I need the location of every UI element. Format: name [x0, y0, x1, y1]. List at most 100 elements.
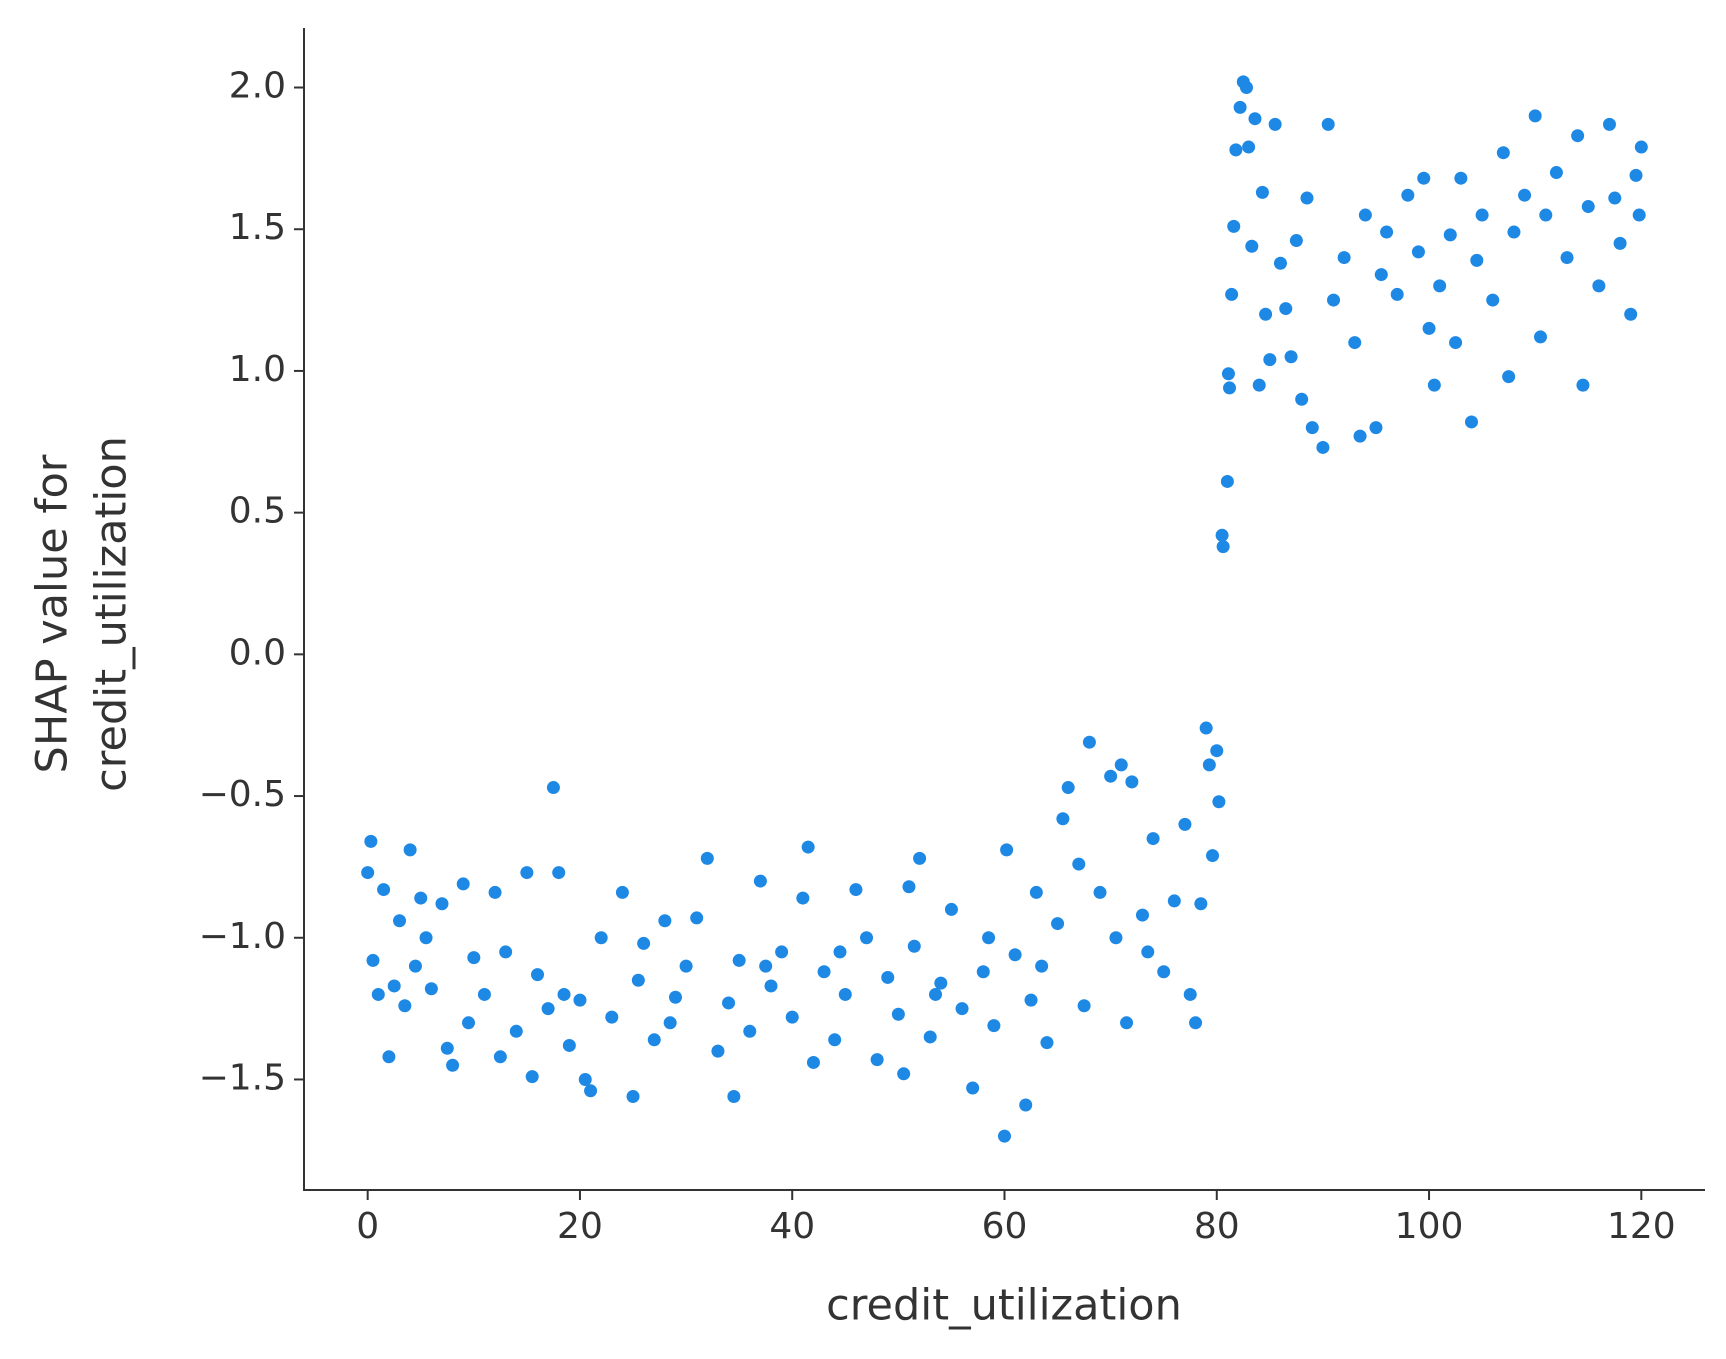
y-tick-label: 0.0 — [229, 632, 286, 673]
point — [1608, 191, 1622, 205]
point — [1380, 225, 1394, 239]
point — [1109, 931, 1123, 945]
point — [1273, 256, 1287, 270]
point — [732, 953, 746, 967]
point — [1194, 897, 1208, 911]
point — [1189, 1016, 1203, 1030]
point — [1206, 849, 1220, 863]
point — [1252, 378, 1266, 392]
point — [361, 866, 375, 880]
point — [509, 1024, 523, 1038]
point — [488, 885, 502, 899]
point — [1242, 140, 1256, 154]
point — [955, 1002, 969, 1016]
point — [1374, 268, 1388, 282]
point — [1316, 440, 1330, 454]
point — [377, 883, 391, 897]
point — [1212, 795, 1226, 809]
point — [897, 1067, 911, 1081]
point — [1576, 378, 1590, 392]
point — [817, 965, 831, 979]
point — [923, 1030, 937, 1044]
point — [573, 993, 587, 1007]
point — [828, 1033, 842, 1047]
point — [557, 987, 571, 1001]
point — [626, 1089, 640, 1103]
y-tick-label: 1.0 — [229, 349, 286, 390]
point — [711, 1044, 725, 1058]
point — [1289, 234, 1303, 248]
point — [1581, 200, 1595, 214]
point — [966, 1081, 980, 1095]
point — [456, 877, 470, 891]
point — [1061, 781, 1075, 795]
point — [1560, 251, 1574, 265]
point — [1475, 208, 1489, 222]
point — [1199, 721, 1213, 735]
point — [1125, 775, 1139, 789]
point — [1029, 885, 1043, 899]
point — [785, 1010, 799, 1024]
point — [578, 1072, 592, 1086]
point — [1135, 908, 1149, 922]
x-tick-label: 20 — [557, 1206, 603, 1247]
point — [1146, 832, 1160, 846]
point — [1358, 208, 1372, 222]
point — [658, 914, 672, 928]
point — [1613, 236, 1627, 250]
point — [722, 996, 736, 1010]
point — [944, 902, 958, 916]
point — [1229, 143, 1243, 157]
point — [1000, 843, 1014, 857]
point — [929, 987, 943, 1001]
x-tick-label: 60 — [982, 1206, 1028, 1247]
point — [467, 951, 481, 965]
point — [1295, 392, 1309, 406]
point — [907, 939, 921, 953]
point — [801, 840, 815, 854]
point — [1220, 474, 1234, 488]
y-tick-label: −0.5 — [199, 774, 286, 815]
point — [690, 911, 704, 925]
point — [414, 891, 428, 905]
point — [1629, 168, 1643, 182]
point — [870, 1053, 884, 1067]
point — [1348, 336, 1362, 350]
point — [382, 1050, 396, 1064]
point — [1449, 336, 1463, 350]
x-axis-label: credit_utilization — [826, 1281, 1182, 1331]
point — [1454, 171, 1468, 185]
point — [1507, 225, 1521, 239]
point — [637, 936, 651, 950]
point — [743, 1024, 757, 1038]
x-tick-label: 40 — [769, 1206, 815, 1247]
point — [1216, 540, 1230, 554]
point — [1327, 293, 1341, 307]
point — [1337, 251, 1351, 265]
point — [1353, 429, 1367, 443]
point — [1245, 239, 1259, 253]
point — [700, 851, 714, 865]
point — [891, 1007, 905, 1021]
point — [902, 880, 916, 894]
point — [1221, 367, 1235, 381]
point — [1223, 381, 1237, 395]
y-tick-label: 2.0 — [229, 66, 286, 107]
point — [1239, 81, 1253, 95]
point — [1141, 945, 1155, 959]
point — [493, 1050, 507, 1064]
point — [1093, 885, 1107, 899]
point — [775, 945, 789, 959]
x-tick-label: 120 — [1607, 1206, 1676, 1247]
point — [1233, 100, 1247, 114]
point — [546, 781, 560, 795]
y-axis-label: credit_utilization — [87, 436, 137, 792]
point — [499, 945, 513, 959]
point — [1602, 117, 1616, 131]
point — [1470, 253, 1484, 267]
point — [982, 931, 996, 945]
point — [934, 976, 948, 990]
point — [552, 866, 566, 880]
point — [1268, 117, 1282, 131]
